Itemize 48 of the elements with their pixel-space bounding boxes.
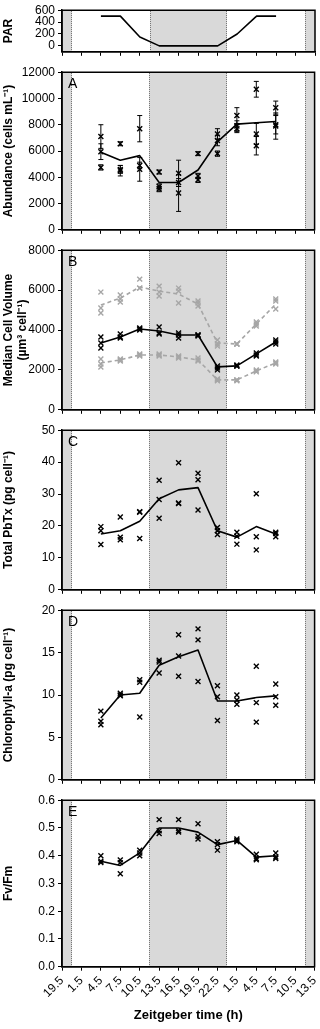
- annotation: B: [68, 253, 78, 270]
- y-tick-label: 4000: [28, 322, 56, 337]
- y-axis-title: Abundance (cells mL⁻¹): [0, 84, 15, 218]
- y-tick-label: 15: [41, 644, 56, 659]
- y-tick-label: 6000: [28, 282, 56, 297]
- y-tick-label: 0: [48, 772, 56, 787]
- y-tick-label: 10: [41, 687, 56, 702]
- y-axis-title: PAR: [0, 18, 15, 44]
- y-axis-title: Chlorophyll-a (pg cell⁻¹): [0, 627, 15, 763]
- y-tick-label: 10: [41, 550, 56, 565]
- y-tick-label: 2000: [28, 362, 56, 377]
- y-tick-label: 600: [34, 2, 56, 17]
- y-axis-title: Median Cell Volume (µm³ cell⁻¹): [0, 273, 29, 387]
- y-tick-label: 0: [48, 582, 56, 597]
- y-tick-label: 0: [48, 38, 56, 53]
- x-tick-label: 1.5: [219, 973, 242, 996]
- annotation: A: [68, 75, 78, 92]
- y-tick-label: 8000: [28, 117, 56, 132]
- y-tick-label: 0.4: [38, 848, 56, 863]
- y-tick-label: 400: [34, 14, 56, 29]
- y-tick-label: 10000: [21, 90, 56, 105]
- y-axis-title: Total PbTx (pg cell⁻¹): [0, 451, 15, 569]
- x-axis-title: Zeitgeber time (h): [133, 1006, 243, 1022]
- y-tick-label: 8000: [28, 242, 56, 257]
- annotation: C: [68, 433, 79, 450]
- y-tick-label: 0: [48, 402, 56, 417]
- y-tick-label: 20: [41, 602, 56, 617]
- y-tick-label: 2000: [28, 195, 56, 210]
- annotation: D: [68, 613, 79, 630]
- y-tick-label: 0.3: [38, 875, 56, 890]
- y-tick-label: 0: [48, 222, 56, 237]
- y-tick-label: 0.6: [38, 792, 56, 807]
- y-tick-label: 40: [41, 454, 56, 469]
- y-tick-label: 50: [41, 422, 56, 437]
- y-tick-label: 0.2: [38, 903, 56, 918]
- y-tick-label: 5: [48, 729, 56, 744]
- y-tick-label: 12000: [21, 64, 56, 79]
- y-axis-title: Fv/Fm: [0, 865, 15, 902]
- annotation: E: [68, 803, 78, 820]
- y-tick-label: 6000: [28, 143, 56, 158]
- y-tick-label: 0.0: [38, 959, 56, 974]
- y-tick-label: 30: [41, 486, 56, 501]
- x-tick-label: 4.5: [239, 973, 261, 996]
- y-tick-label: 200: [34, 26, 56, 41]
- y-tick-label: 0.1: [38, 931, 56, 946]
- y-tick-label: 4000: [28, 169, 56, 184]
- y-tick-label: 20: [41, 518, 56, 533]
- y-tick-label: 0.5: [38, 820, 56, 835]
